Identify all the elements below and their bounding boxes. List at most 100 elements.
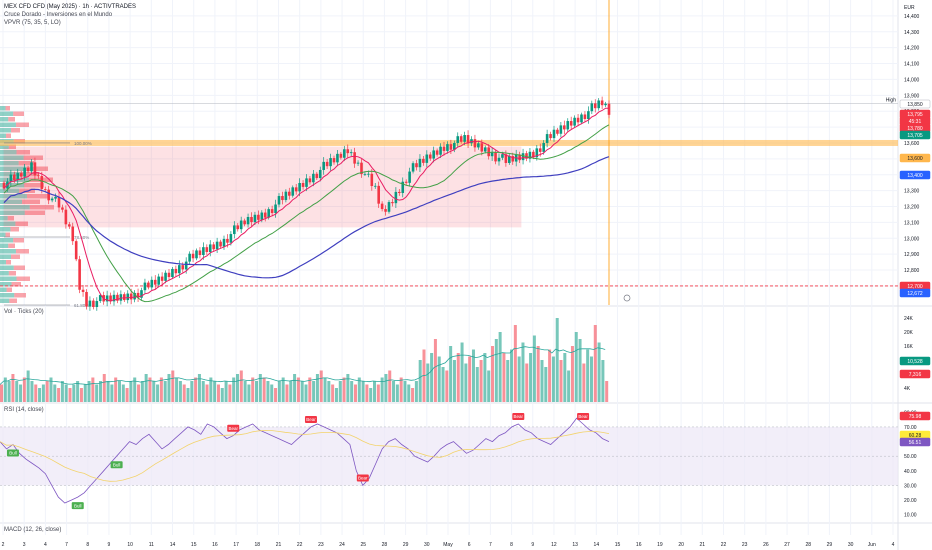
price-axis-label: 12,800 (904, 268, 920, 274)
volume-bar (296, 377, 300, 402)
candle-down (198, 250, 202, 256)
candle-up (446, 144, 449, 151)
vpvr-up-bar (0, 106, 6, 111)
candle-up (497, 157, 501, 162)
volume-bar (102, 374, 106, 402)
volume-bar (350, 381, 354, 402)
candle-down (504, 154, 508, 163)
time-tick: 29 (827, 542, 833, 548)
candle-up (30, 162, 33, 172)
vpvr-up-bar (0, 276, 17, 281)
volume-bar (68, 388, 72, 402)
vpvr-down-bar (8, 271, 16, 276)
vpvr-down-bar (10, 227, 19, 232)
volume-bar (365, 384, 369, 402)
time-tick: 22 (297, 542, 303, 548)
candle-up (222, 238, 226, 247)
candle-up (401, 181, 405, 194)
time-tick: 4 (44, 542, 47, 548)
candle-up (298, 183, 301, 192)
volume-bar (281, 377, 285, 402)
time-tick: Jun (868, 542, 876, 548)
volume-ma-line (0, 346, 606, 385)
candle-down (68, 224, 71, 227)
time-tick: 17 (233, 542, 239, 548)
vpvr-down-bar (18, 161, 34, 166)
volume-bar (471, 349, 475, 402)
volume-bar (502, 353, 506, 402)
candle-down (226, 238, 229, 243)
volume-bar (510, 349, 514, 402)
candle-down (449, 144, 453, 150)
bull-signal (110, 461, 123, 469)
volume-bar (83, 384, 87, 402)
volume-bar (243, 381, 247, 402)
volume-badge-text: 10,528 (907, 359, 923, 365)
vpvr-down-bar (11, 282, 21, 287)
time-tick: 10 (127, 542, 133, 548)
rsi-axis-label: 40.00 (904, 469, 917, 475)
volume-bar (285, 384, 289, 402)
vpvr-down-bar (7, 216, 14, 221)
bear-signal (512, 413, 525, 421)
vpvr-up-bar (0, 183, 25, 188)
volume-bar (342, 377, 346, 402)
volume-bar (456, 353, 460, 402)
vpvr-down-bar (26, 166, 48, 171)
candle-up (184, 261, 188, 270)
volume-bar (414, 381, 418, 402)
volume-bar (308, 377, 312, 402)
volume-bar (163, 381, 167, 402)
fib-label: 100.00% (74, 141, 92, 146)
time-tick: 26 (763, 542, 769, 548)
volume-bar (235, 374, 239, 402)
bear-signal (577, 413, 590, 421)
candle-up (260, 212, 264, 220)
time-tick: 28 (382, 542, 388, 548)
time-tick: 18 (255, 542, 261, 548)
price-badge (899, 170, 931, 180)
candle-down (74, 241, 78, 260)
time-tick: 25 (360, 542, 366, 548)
volume-bar (289, 381, 293, 402)
vpvr-down-bar (6, 260, 11, 265)
candle-up (604, 103, 607, 106)
candle-up (587, 111, 590, 120)
volume-bar (315, 374, 319, 402)
candle-down (13, 174, 16, 181)
vpvr-down-bar (16, 150, 30, 155)
price-candles[interactable] (2, 96, 611, 311)
volume-bar (521, 342, 525, 402)
candle-down (415, 163, 418, 168)
vpvr-up-bar (0, 210, 25, 215)
candle-down (219, 241, 222, 247)
moving-averages (3, 107, 610, 303)
volume-bar (79, 388, 83, 402)
volume-bar (403, 381, 407, 402)
candle-down (85, 291, 88, 307)
candle-down (435, 150, 439, 155)
candle-up (126, 293, 130, 301)
volume-bar (98, 381, 102, 402)
volume-bar (338, 381, 342, 402)
candle-up (305, 178, 308, 187)
candle-down (607, 103, 611, 115)
signal-label: Bear (578, 414, 588, 419)
candle-down (346, 149, 350, 154)
time-tick: 6 (468, 542, 471, 548)
vpvr-up-bar (0, 232, 6, 237)
volume-bar (369, 388, 373, 402)
volume-bar (563, 353, 567, 402)
volume-bar (11, 374, 15, 402)
candle-down (518, 154, 521, 161)
vpvr-down-bar (24, 183, 44, 188)
vpvr-up-bar (0, 227, 11, 232)
candle-up (178, 265, 181, 274)
candle-down (583, 114, 587, 120)
candle-up (202, 247, 205, 256)
vpvr-up-bar (0, 150, 17, 155)
candle-down (136, 292, 140, 298)
volume-bar (487, 370, 491, 402)
chart-title: MEX CFD CFD (May 2025) · 1h · ACTIVTRADE… (4, 4, 137, 10)
